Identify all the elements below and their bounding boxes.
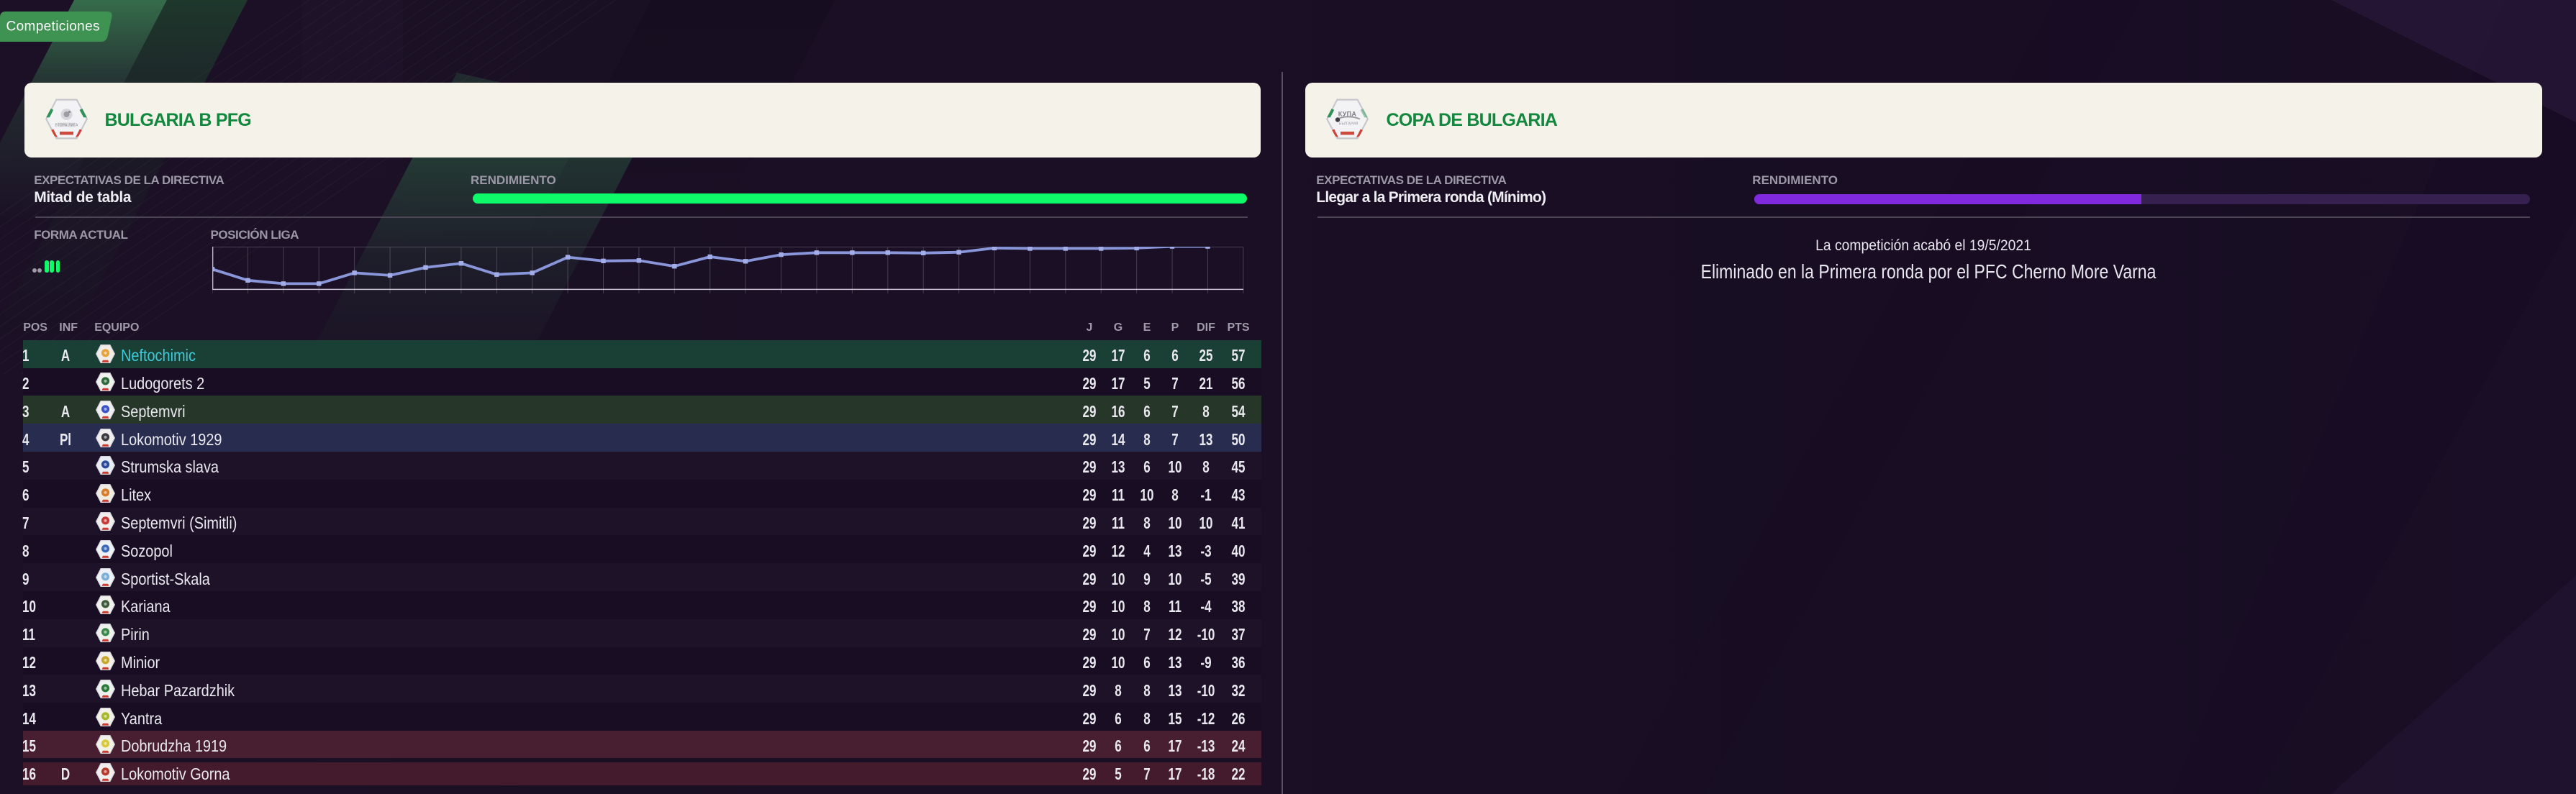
svg-text:БЪЛГАРИЯ: БЪЛГАРИЯ: [1339, 122, 1359, 127]
svg-text:КУПА: КУПА: [1338, 111, 1357, 118]
svg-text:Competiciones: Competiciones: [6, 19, 100, 35]
svg-text:ВТОРА ЛИГА: ВТОРА ЛИГА: [55, 124, 78, 128]
